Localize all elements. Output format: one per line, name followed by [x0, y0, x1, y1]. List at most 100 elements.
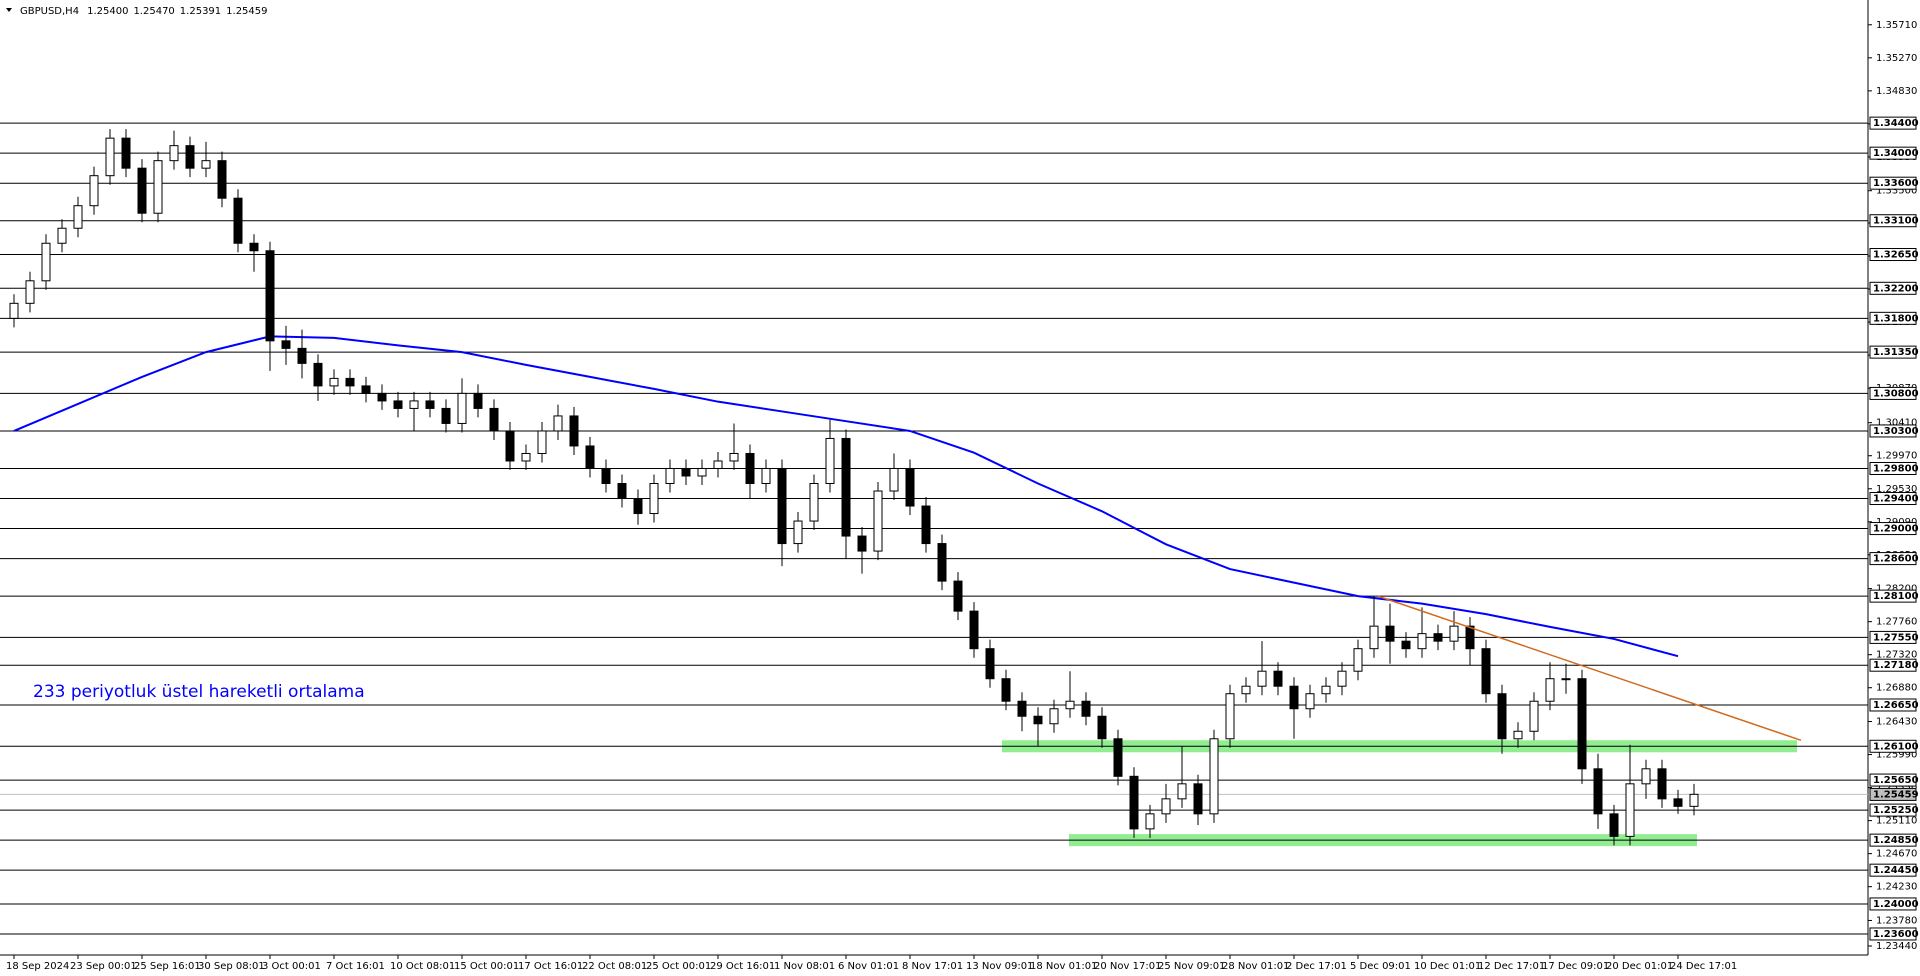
level-label: 1.28100: [1873, 591, 1919, 602]
level-label: 1.27550: [1873, 632, 1919, 643]
candle-body: [377, 392, 387, 402]
candle-body: [297, 347, 307, 364]
x-tick-label: 3 Oct 00:01: [262, 961, 321, 972]
y-tick-label: 1.24670: [1876, 849, 1917, 860]
level-label: 1.32650: [1873, 250, 1919, 261]
candle-body: [489, 407, 499, 432]
level-label-box: [1869, 176, 1917, 190]
candle-body: [1577, 678, 1587, 770]
level-label: 1.25250: [1873, 805, 1919, 816]
level-label-box: [1869, 589, 1917, 603]
level-label-box: [1869, 461, 1917, 475]
level-label: 1.31800: [1873, 313, 1919, 324]
x-tick-label: 17 Oct 16:01: [518, 961, 583, 972]
candle-body: [1017, 700, 1027, 717]
x-tick-label: 13 Nov 09:01: [966, 961, 1033, 972]
x-tick-label: 6 Nov 01:01: [838, 961, 899, 972]
level-label-box: [1869, 552, 1917, 566]
candle-body: [1081, 700, 1091, 717]
candle-body: [169, 145, 179, 162]
x-tick-label: 20 Nov 17:01: [1094, 961, 1161, 972]
candle-body: [873, 490, 883, 552]
candle-body: [889, 467, 899, 492]
level-label-box: [1869, 311, 1917, 325]
level-label: 1.32200: [1873, 283, 1919, 294]
candle-body: [553, 415, 563, 432]
x-tick-label: 7 Oct 16:01: [326, 961, 385, 972]
candle-body: [1273, 670, 1283, 687]
level-label-box: [1869, 492, 1917, 506]
level-label: 1.25650: [1873, 775, 1919, 786]
x-tick-label: 15 Oct 00:01: [454, 961, 519, 972]
candle-body: [1433, 633, 1443, 642]
candle-body: [57, 227, 67, 244]
candle-body: [233, 197, 243, 244]
candle-body: [1257, 670, 1267, 687]
y-tick-label: 1.30410: [1876, 418, 1917, 429]
current-price-label-box: [1869, 787, 1917, 801]
candle-body: [1385, 625, 1395, 642]
candle-body: [201, 160, 211, 169]
candle-body: [313, 362, 323, 387]
candle-body: [1593, 768, 1603, 815]
candle-body: [857, 535, 867, 552]
y-tick-label: 1.25990: [1876, 750, 1917, 761]
candle-body: [761, 467, 771, 485]
level-label: 1.24450: [1873, 865, 1919, 876]
candle-body: [713, 460, 723, 469]
candle-body: [185, 145, 195, 169]
candle-body: [1145, 813, 1155, 830]
candle-body: [1641, 768, 1651, 785]
level-label-box: [1869, 116, 1917, 130]
candle-body: [1001, 678, 1011, 702]
level-label: 1.23600: [1873, 929, 1919, 940]
candle-body: [89, 175, 99, 207]
candle-body: [217, 160, 227, 199]
level-label: 1.33600: [1873, 178, 1919, 189]
x-tick-label: 18 Nov 01:01: [1030, 961, 1097, 972]
level-label: 1.33100: [1873, 216, 1919, 227]
candle-body: [1033, 715, 1043, 725]
candle-body: [601, 467, 611, 485]
candle-body: [409, 400, 419, 409]
x-tick-label: 12 Dec 17:01: [1478, 961, 1545, 972]
y-tick-label: 1.23440: [1876, 941, 1917, 952]
level-label: 1.29400: [1873, 494, 1919, 505]
candle-body: [745, 452, 755, 485]
level-label: 1.34400: [1873, 118, 1919, 129]
level-label-box: [1869, 345, 1917, 359]
candle-body: [1321, 685, 1331, 695]
ema-line: [13, 335, 1679, 658]
candle-body: [969, 610, 979, 650]
candle-body: [617, 483, 627, 500]
level-label-box: [1869, 386, 1917, 400]
candle-body: [25, 280, 35, 304]
level-label-box: [1869, 773, 1917, 787]
candle-body: [921, 505, 931, 545]
x-tick-label: 25 Nov 09:01: [1158, 961, 1225, 972]
candle-body: [1481, 648, 1491, 695]
candle-body: [1177, 783, 1187, 800]
candle-body: [281, 340, 291, 349]
candle-body: [953, 580, 963, 612]
level-label-box: [1869, 630, 1917, 644]
candle-body: [633, 498, 643, 515]
level-label-box: [1869, 698, 1917, 712]
ohlc-value: 1.25391: [180, 6, 221, 17]
candle-body: [1449, 625, 1459, 642]
candle-body: [1097, 715, 1107, 740]
candle-body: [1513, 730, 1523, 740]
x-tick-label: 10 Oct 08:01: [390, 961, 455, 972]
y-tick-label: 1.35710: [1876, 20, 1917, 31]
y-tick-label: 1.24230: [1876, 882, 1917, 893]
candle-body: [697, 467, 707, 477]
candle-body: [1225, 693, 1235, 740]
candle-body: [249, 242, 259, 252]
dropdown-arrow: [6, 8, 12, 12]
level-label-box: [1869, 522, 1917, 536]
candle-body: [537, 430, 547, 454]
y-tick-label: 1.26430: [1876, 717, 1917, 728]
current-price-label: 1.25459: [1873, 789, 1919, 800]
